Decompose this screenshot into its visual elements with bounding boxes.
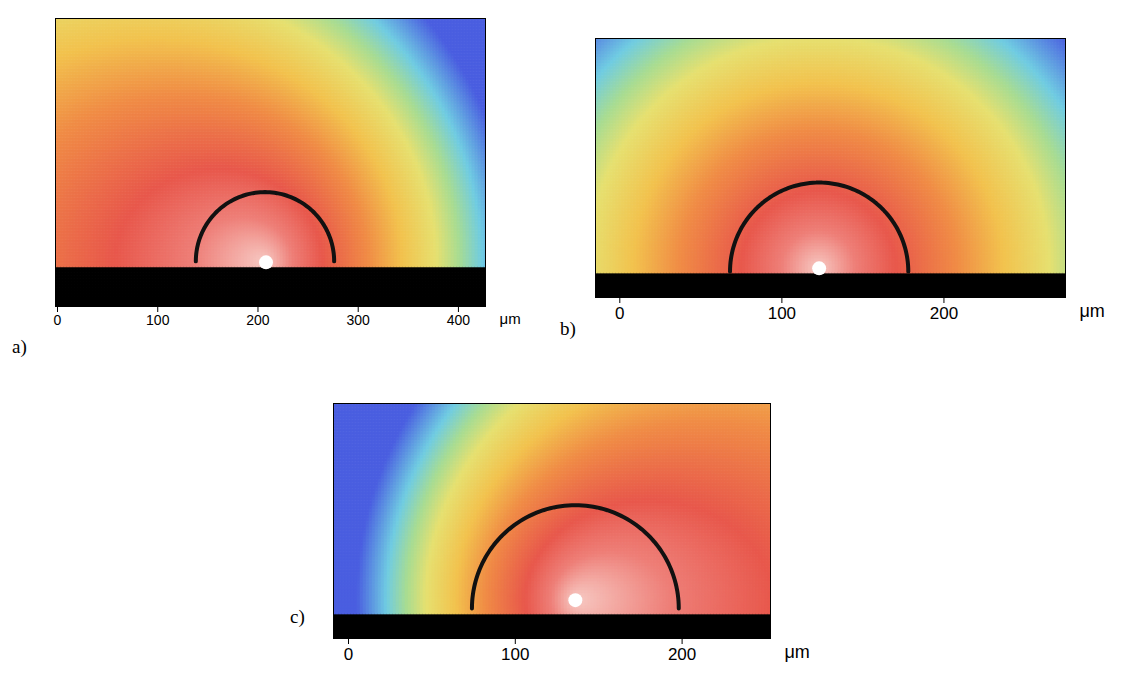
svg-text:100: 100 — [146, 312, 170, 328]
html-text:c): c) — [290, 606, 305, 627]
svg-text:0: 0 — [615, 304, 624, 323]
html-text:b): b) — [560, 318, 576, 339]
html-text:a): a) — [12, 336, 27, 357]
svg-text:200: 200 — [246, 312, 270, 328]
svg-text:0: 0 — [54, 312, 62, 328]
svg-text:μm: μm — [785, 642, 810, 662]
svg-text:μm: μm — [500, 310, 521, 327]
svg-text:100: 100 — [501, 645, 529, 664]
svg-text:200: 200 — [668, 645, 696, 664]
svg-text:200: 200 — [930, 304, 958, 323]
svg-text:100: 100 — [768, 304, 796, 323]
svg-text:300: 300 — [347, 312, 371, 328]
svg-text:μm: μm — [1080, 301, 1105, 321]
svg-text:0: 0 — [344, 645, 353, 664]
svg-text:400: 400 — [447, 312, 471, 328]
